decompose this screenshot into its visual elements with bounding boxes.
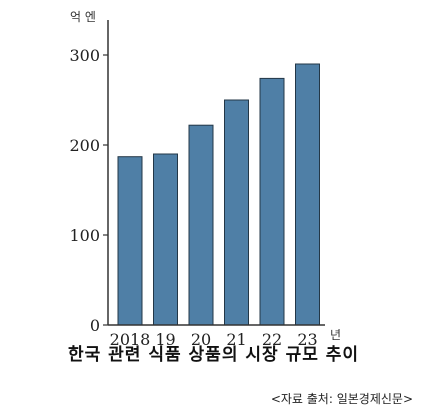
bars [117, 63, 320, 326]
y-tick-label: 0 [90, 316, 100, 335]
y-tick-label: 100 [69, 226, 100, 245]
x-tick-label: 2018 [110, 330, 151, 349]
bar-19 [153, 153, 178, 326]
chart-source: <자료 출처: 일본경제신문> [270, 392, 413, 406]
bar-2018 [117, 156, 143, 326]
bar-20 [188, 124, 214, 326]
y-axis-ticks: 0 100 200 300 [69, 46, 108, 335]
y-tick-label: 300 [69, 46, 100, 65]
bar-22 [259, 77, 285, 326]
bar-21 [224, 99, 249, 326]
x-tick-label: 20 [191, 330, 211, 349]
x-tick-label: 22 [262, 330, 282, 349]
y-unit-label: 억 엔 [70, 10, 96, 24]
x-tick-label: 19 [155, 330, 175, 349]
x-axis-ticks: 2018 19 20 21 22 23 [110, 330, 318, 349]
x-tick-label: 23 [297, 330, 317, 349]
x-unit-label: 년 [330, 328, 341, 342]
bar-23 [295, 63, 320, 326]
chart-title: 한국 관련 식품 상품의 시장 규모 추이 [67, 345, 360, 365]
y-tick-label: 200 [69, 136, 100, 155]
x-tick-label: 21 [226, 330, 246, 349]
